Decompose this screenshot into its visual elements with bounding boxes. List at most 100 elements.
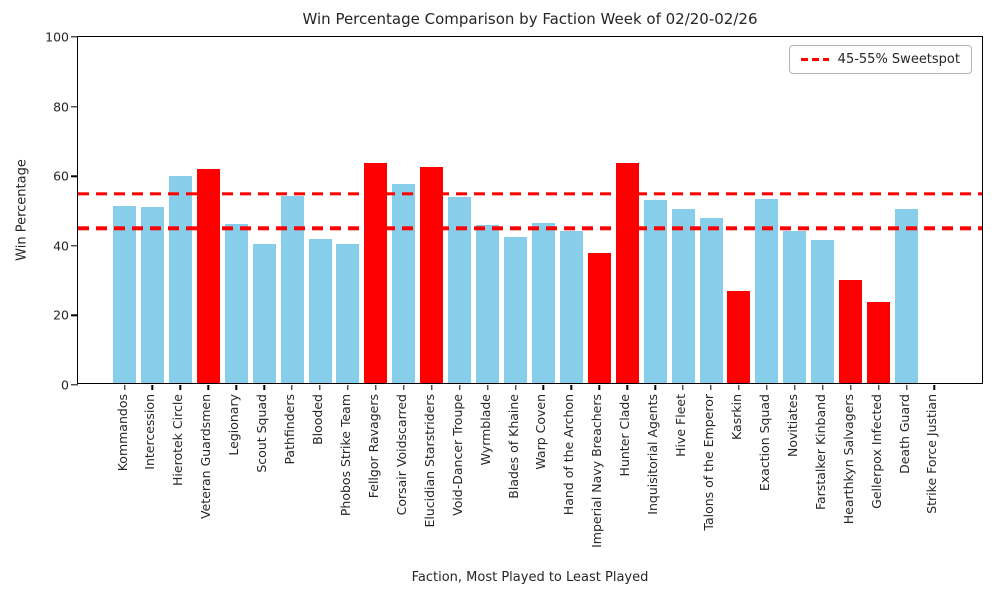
y-tick-label-0: 0 [61,377,69,393]
bar-kasrkin [727,291,751,383]
y-tick-label-20: 20 [53,307,69,323]
legend-label: 45-55% Sweetspot [837,52,960,67]
x-tick-label-imperial-navy-breachers: Imperial Navy Breachers [589,394,605,548]
bar-death-guard [895,209,919,383]
y-tick-label-80: 80 [53,99,69,115]
bar-hand-of-the-archon [559,230,583,383]
x-tick-label-blades-of-khaine: Blades of Khaine [505,394,521,499]
x-tick-label-blooded: Blooded [310,394,325,445]
x-tick-label-strike-force-justian: Strike Force Justian [924,394,940,514]
x-tick-mark-death-guard [905,385,908,390]
bar-pathfinders [280,195,304,383]
bar-farstalker-kinband [811,240,835,383]
x-tick-mark-talons-of-the-emperor [710,385,712,390]
x-tick-mark-scout-squad [263,385,265,390]
x-tick-mark-warp-coven [542,385,545,390]
x-tick-mark-imperial-navy-breachers [598,385,600,390]
y-tick-mark-80 [71,105,78,108]
x-tick-label-elucidian-starstriders: Elucidian Starstriders [421,394,437,528]
x-tick-label-fellgor-ravagers: Fellgor Ravagers [365,394,381,499]
legend-dashed-line-swatch [800,57,829,62]
bar-hierotek-circle [168,176,192,383]
bar-blades-of-khaine [504,237,528,383]
x-tick-label-phobos-strike-team: Phobos Strike Team [337,394,353,517]
x-tick-mark-gellerpox-infected [877,385,880,390]
x-tick-mark-kasrkin [738,385,740,390]
x-tick-label-intercession: Intercession [142,394,158,470]
bar-intercession [140,206,164,383]
bar-wyrmblade [476,224,500,383]
y-tick-mark-40 [71,245,78,247]
y-axis-label: Win Percentage [14,159,30,261]
x-tick-mark-phobos-strike-team [347,385,349,390]
bar-hearthkyn-salvagers [839,280,863,383]
x-tick-label-void-dancer-troupe: Void-Dancer Troupe [449,394,465,516]
x-tick-label-talons-of-the-emperor: Talons of the Emperor [701,394,717,531]
x-tick-mark-intercession [151,385,154,390]
x-tick-mark-farstalker-kinband [822,385,824,390]
bar-void-dancer-troupe [448,197,472,383]
bar-blooded [308,239,332,383]
x-tick-label-legionary: Legionary [226,394,242,456]
chart-title: Win Percentage Comparison by Faction Wee… [302,10,758,28]
x-tick-label-farstalker-kinband: Farstalker Kinband [812,394,828,511]
bar-hunter-clade [615,163,639,383]
x-tick-mark-hive-fleet [682,385,684,390]
x-tick-label-gellerpox-infected: Gellerpox Infected [868,394,884,509]
x-tick-label-hive-fleet: Hive Fleet [673,394,689,457]
x-tick-label-warp-coven: Warp Coven [533,394,549,470]
x-tick-label-novitiates: Novitiates [784,394,800,458]
bar-inquisitorial-agents [643,200,667,383]
x-tick-mark-inquisitorial-agents [654,385,656,390]
bar-scout-squad [252,243,276,383]
y-tick-mark-60 [71,175,78,177]
sweetspot-line-45 [78,226,982,231]
y-tick-label-40: 40 [53,238,69,254]
x-tick-mark-kommandos [123,385,126,390]
x-tick-mark-hierotek-circle [179,385,182,390]
x-tick-mark-blades-of-khaine [514,385,517,390]
bar-hive-fleet [671,209,695,383]
x-tick-label-corsair-voidscarred: Corsair Voidscarred [393,394,409,516]
bar-imperial-navy-breachers [587,252,611,383]
y-tick-label-100: 100 [45,29,69,45]
x-tick-label-death-guard: Death Guard [896,394,912,474]
bar-gellerpox-infected [867,301,891,383]
bar-novitiates [783,230,807,383]
x-tick-label-veteran-guardsmen: Veteran Guardsmen [198,394,214,519]
x-tick-label-hierotek-circle: Hierotek Circle [170,394,186,486]
x-tick-label-inquisitorial-agents: Inquisitorial Agents [645,394,661,515]
bar-warp-coven [531,223,555,383]
x-tick-label-hunter-clade: Hunter Clade [617,394,633,477]
y-tick-label-60: 60 [53,168,69,184]
x-tick-mark-wyrmblade [486,385,489,390]
x-tick-mark-novitiates [794,385,796,390]
x-tick-label-hearthkyn-salvagers: Hearthkyn Salvagers [840,394,856,525]
bar-veteran-guardsmen [196,169,220,383]
x-tick-mark-hand-of-the-archon [570,385,573,390]
x-tick-mark-hearthkyn-salvagers [849,385,852,390]
y-tick-mark-0 [71,384,78,386]
legend: 45-55% Sweetspot [788,45,972,74]
bar-kommandos [113,205,136,383]
x-tick-label-hand-of-the-archon: Hand of the Archon [561,394,577,516]
bar-elucidian-starstriders [420,167,444,383]
bar-fellgor-ravagers [364,162,388,383]
bar-talons-of-the-emperor [699,218,723,383]
x-tick-label-kasrkin: Kasrkin [728,394,744,440]
x-tick-label-exaction-squad: Exaction Squad [756,394,772,492]
x-tick-mark-void-dancer-troupe [458,385,461,390]
sweetspot-line-55 [78,191,982,196]
x-tick-mark-blooded [319,385,321,390]
y-tick-mark-20 [71,314,78,317]
x-tick-label-kommandos: Kommandos [114,394,130,472]
bar-phobos-strike-team [336,243,360,383]
x-axis-label: Faction, Most Played to Least Played [411,570,649,585]
x-tick-mark-pathfinders [291,385,293,390]
bar-exaction-squad [755,198,779,383]
x-tick-mark-fellgor-ravagers [375,385,377,390]
x-tick-mark-legionary [235,385,237,390]
x-tick-label-wyrmblade: Wyrmblade [477,394,493,466]
bar-corsair-voidscarred [392,184,416,383]
